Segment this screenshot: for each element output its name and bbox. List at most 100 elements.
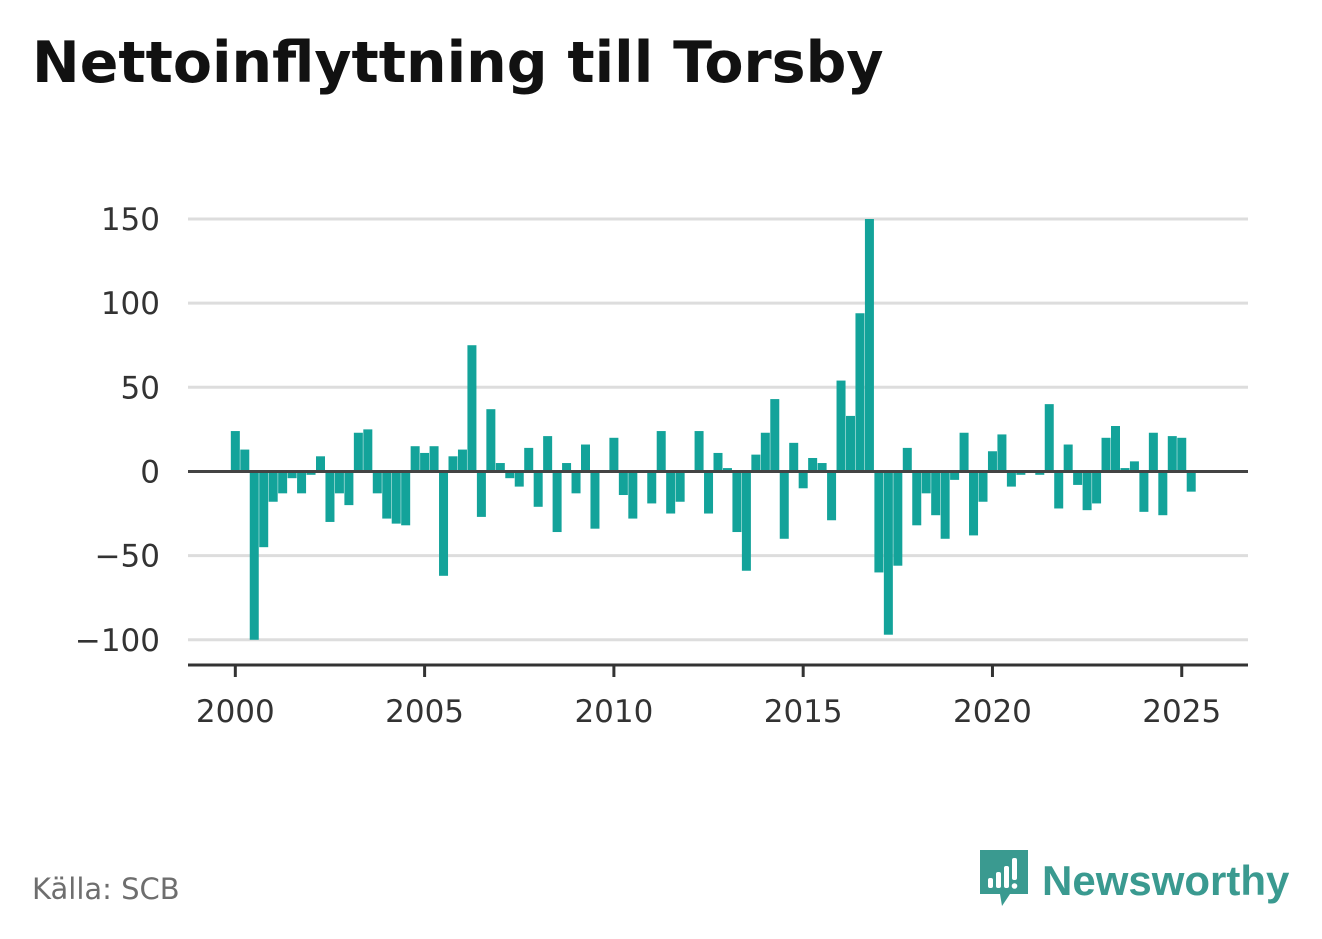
bar: [363, 429, 373, 472]
bar: [297, 471, 307, 494]
newsworthy-logo-icon: [980, 850, 1028, 912]
bar: [552, 471, 562, 533]
bar: [1186, 471, 1196, 492]
bar: [751, 454, 761, 472]
bar: [618, 471, 628, 496]
bar: [590, 471, 600, 529]
bar: [353, 432, 363, 472]
bar: [656, 431, 666, 472]
bar: [1073, 471, 1083, 485]
bar: [1006, 471, 1016, 487]
bar: [874, 471, 884, 573]
bar: [306, 471, 316, 475]
bar: [883, 471, 893, 635]
bar: [969, 471, 979, 536]
bar: [457, 449, 467, 472]
bar: [429, 446, 439, 472]
bar: [950, 471, 960, 480]
bar: [401, 471, 411, 526]
bar: [1092, 471, 1102, 504]
bar: [344, 471, 354, 506]
bar: [1120, 468, 1130, 472]
x-tick-label: 2000: [196, 694, 275, 730]
x-tick-label: 2025: [1142, 694, 1221, 730]
bar: [817, 463, 827, 472]
bar: [230, 431, 240, 472]
bar: [931, 471, 941, 516]
y-tick-label: −50: [95, 539, 160, 575]
bar: [259, 471, 269, 548]
bar: [571, 471, 581, 494]
bar: [959, 432, 969, 472]
bar: [1167, 436, 1177, 472]
y-tick-label: −100: [75, 623, 160, 659]
bar: [1158, 471, 1168, 516]
bar: [1177, 437, 1187, 472]
bar: [864, 219, 874, 472]
bar: [1129, 461, 1139, 472]
bar: [921, 471, 931, 494]
bar: [1054, 471, 1064, 509]
bar: [779, 471, 789, 539]
axes: [188, 469, 1248, 667]
bar: [704, 471, 714, 514]
bar: [855, 313, 865, 472]
bar: [420, 452, 430, 472]
bar: [391, 471, 401, 524]
bar: [268, 471, 278, 502]
bar: [543, 436, 553, 472]
bar: [912, 471, 922, 526]
bar: [278, 471, 288, 494]
bar: [940, 471, 950, 539]
bar: [760, 432, 770, 472]
bar: [997, 434, 1007, 472]
bar: [533, 471, 543, 507]
bar: [581, 444, 590, 472]
brand-logo[interactable]: Newsworthy: [980, 850, 1289, 912]
bar: [893, 471, 903, 566]
bar: [741, 471, 751, 571]
y-tick-label: 50: [121, 370, 160, 406]
x-tick-label: 2015: [764, 694, 843, 730]
bar: [439, 471, 449, 576]
gridlines: [188, 217, 1248, 642]
bar: [372, 471, 382, 494]
bar: [249, 471, 259, 640]
bar: [827, 471, 837, 521]
bar: [1111, 426, 1120, 472]
bar: [694, 431, 704, 472]
bar: [476, 471, 486, 517]
bar: [382, 471, 392, 519]
x-tick-label: 2010: [574, 694, 653, 730]
bar: [1148, 432, 1158, 472]
bar: [836, 380, 846, 472]
bar: [770, 399, 780, 472]
bar: [240, 449, 250, 472]
bar: [647, 471, 657, 504]
y-tick-labels: 150 100 50 0 −50 −100: [75, 202, 160, 659]
x-tick-labels: 2000 2005 2010 2015 2020 2025: [196, 665, 1221, 730]
bar: [1101, 437, 1111, 472]
bar: [987, 451, 997, 472]
bar: [808, 457, 818, 472]
bar: [902, 447, 912, 472]
source-note: Källa: SCB: [32, 872, 180, 906]
bar: [1063, 444, 1073, 472]
bar: [410, 446, 420, 472]
bar: [448, 456, 458, 472]
bar: [287, 471, 297, 479]
bar: [514, 471, 524, 487]
x-tick-label: 2020: [953, 694, 1032, 730]
bar: [562, 463, 572, 472]
bar: [316, 456, 325, 472]
bar: [334, 471, 344, 494]
bar: [467, 345, 477, 472]
bar: [789, 442, 799, 472]
bar: [722, 468, 732, 472]
bar: [846, 415, 855, 472]
bar: [325, 471, 335, 522]
bar: [1016, 471, 1026, 475]
chart-title: Nettoinflyttning till Torsby: [32, 30, 884, 96]
bars: [230, 219, 1196, 640]
